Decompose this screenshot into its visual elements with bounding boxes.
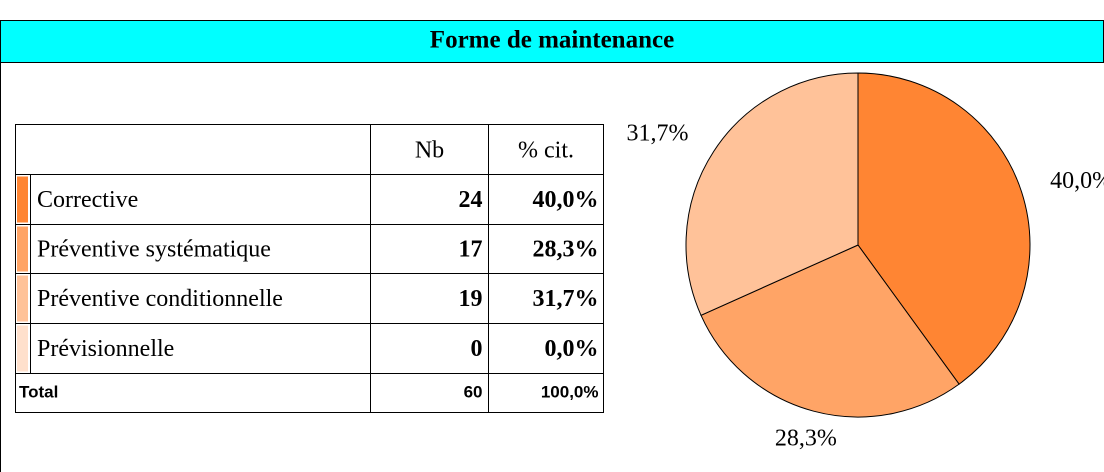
pie-slice [857, 72, 1031, 385]
column-header: % cit. [518, 138, 574, 164]
color-swatch [17, 176, 28, 223]
color-swatch [17, 325, 28, 372]
row-label: Préventive systématique [37, 237, 271, 263]
color-swatch [17, 275, 28, 322]
table-border [15, 124, 604, 413]
pct-cell: 28,3% [533, 237, 599, 263]
row-label: Prévisionnelle [37, 336, 174, 362]
row-label: Préventive conditionnelle [37, 286, 283, 312]
pct-cell: 31,7% [533, 286, 599, 312]
title: Forme de maintenance [430, 27, 674, 54]
total-nb: 60 [464, 382, 483, 401]
color-swatch [17, 226, 28, 272]
column-header: Nb [415, 138, 444, 164]
nb-cell: 17 [459, 237, 483, 263]
table: Nb % cit. Corrective 24 40,0% Préventive syst… [15, 124, 604, 413]
nb-cell: 24 [459, 187, 483, 213]
title-bar [0, 20, 1104, 63]
pct-cell: 40,0% [533, 187, 599, 213]
nb-cell: 0 [471, 336, 483, 362]
nb-cell: 19 [459, 286, 483, 312]
slice-label: 40,0% [1050, 168, 1104, 194]
pie-slice [700, 244, 960, 418]
pct-cell: 0,0% [545, 336, 599, 362]
total-pct: 100,0% [541, 382, 599, 401]
total-label: Total [19, 382, 58, 401]
pie-chart: 40,0% 28,3% 31,7% [626, 72, 1104, 452]
row-label: Corrective [37, 187, 138, 213]
slice-label: 31,7% [626, 121, 688, 147]
slice-label: 28,3% [775, 426, 837, 452]
pie-slice [685, 72, 859, 316]
